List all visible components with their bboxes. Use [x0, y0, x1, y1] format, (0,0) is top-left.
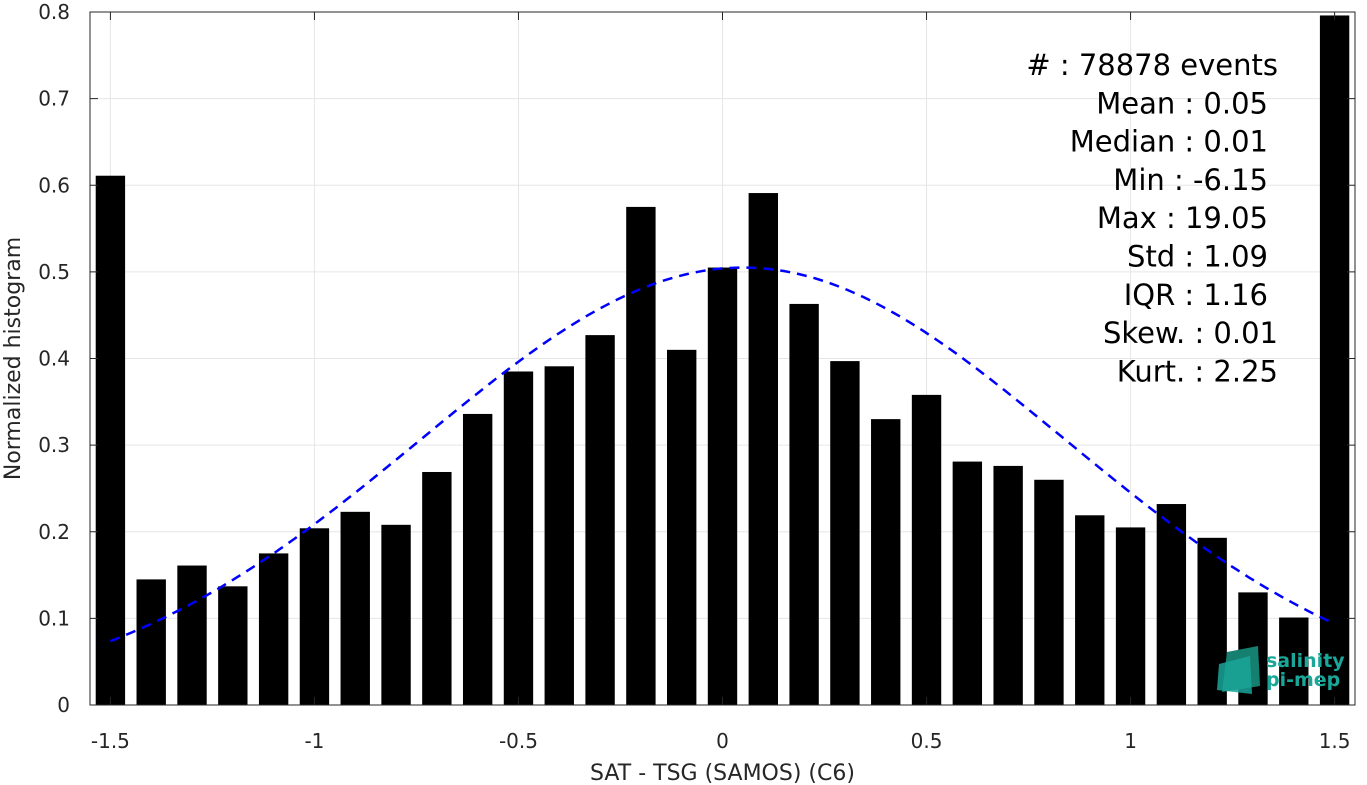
x-axis-label: SAT - TSG (SAMOS) (C6) — [590, 761, 855, 785]
histogram-bar — [462, 413, 493, 705]
histogram-bar — [299, 528, 330, 705]
histogram-bar — [95, 175, 126, 705]
histogram-bar — [218, 586, 248, 705]
histogram-bar — [871, 419, 901, 705]
y-tick-label: 0.2 — [38, 520, 70, 544]
y-tick-label: 0.3 — [38, 433, 70, 457]
histogram-bar — [503, 371, 534, 705]
logo-line1: salinity — [1266, 650, 1345, 672]
histogram-bar — [544, 366, 574, 705]
histogram-bar — [952, 461, 983, 705]
histogram-bar — [789, 303, 819, 705]
y-tick-label: 0.1 — [38, 606, 70, 630]
logo-line2: pi-mep — [1266, 669, 1340, 691]
stats-line: # : 78878 events — [1026, 48, 1278, 82]
stats-line: Mean : 0.05 — [1096, 86, 1268, 120]
histogram-bar — [136, 579, 166, 705]
histogram-bar — [340, 511, 370, 705]
y-tick-label: 0.7 — [38, 87, 70, 111]
stats-line: Median : 0.01 — [1070, 125, 1268, 159]
stats-line: Skew. : 0.01 — [1103, 316, 1278, 350]
y-tick-label: 0.6 — [38, 173, 70, 197]
stats-line: Std : 1.09 — [1127, 240, 1268, 274]
histogram-bar — [1319, 15, 1350, 705]
x-tick-label: 1.5 — [1319, 729, 1351, 753]
histogram-bar — [667, 349, 697, 705]
stats-box: # : 78878 events Mean : 0.05 Median : 0.01… — [1026, 48, 1278, 388]
x-tick-label: 1 — [1124, 729, 1137, 753]
y-tick-label: 0.5 — [38, 260, 70, 284]
histogram-bar — [1156, 504, 1187, 705]
histogram-bar — [177, 565, 207, 705]
bars — [95, 15, 1350, 705]
salinity-pimep-logo: salinity pi-mep — [1217, 646, 1345, 694]
y-axis-label: Normalized histogram — [1, 237, 26, 480]
stats-line: Kurt. : 2.25 — [1117, 354, 1278, 388]
stats-line: Min : -6.15 — [1113, 163, 1268, 197]
logo-mark-front — [1217, 656, 1252, 694]
histogram-bar — [911, 394, 942, 705]
y-tick-label: 0.8 — [38, 0, 70, 24]
histogram-bar — [381, 524, 411, 705]
histogram-bar — [585, 335, 615, 705]
histogram-bar — [993, 465, 1023, 705]
histogram-bar — [1115, 527, 1146, 705]
x-tick-label: -0.5 — [499, 729, 538, 753]
y-tick-label: 0 — [57, 693, 70, 717]
histogram-bar — [1279, 617, 1309, 705]
x-tick-label: -1.5 — [91, 729, 130, 753]
stats-line: IQR : 1.16 — [1124, 278, 1268, 312]
histogram-bar — [707, 267, 738, 705]
histogram-bar — [626, 206, 656, 705]
histogram-bar — [748, 193, 778, 705]
histogram-bar — [830, 361, 860, 705]
histogram-bar — [1075, 515, 1105, 705]
y-axis-ticks: 0 0.1 0.2 0.3 0.4 0.5 0.6 0.7 0.8 — [38, 0, 1355, 717]
histogram-bar — [422, 471, 452, 705]
x-tick-label: -1 — [304, 729, 324, 753]
histogram-bar — [1034, 479, 1064, 705]
x-axis-ticks: -1.5 -1 -0.5 0 0.5 1 1.5 — [91, 12, 1351, 753]
histogram-bar — [258, 553, 289, 705]
y-tick-label: 0.4 — [38, 347, 70, 371]
x-tick-label: 0.5 — [911, 729, 943, 753]
stats-line: Max : 19.05 — [1097, 201, 1268, 235]
x-tick-label: 0 — [716, 729, 729, 753]
